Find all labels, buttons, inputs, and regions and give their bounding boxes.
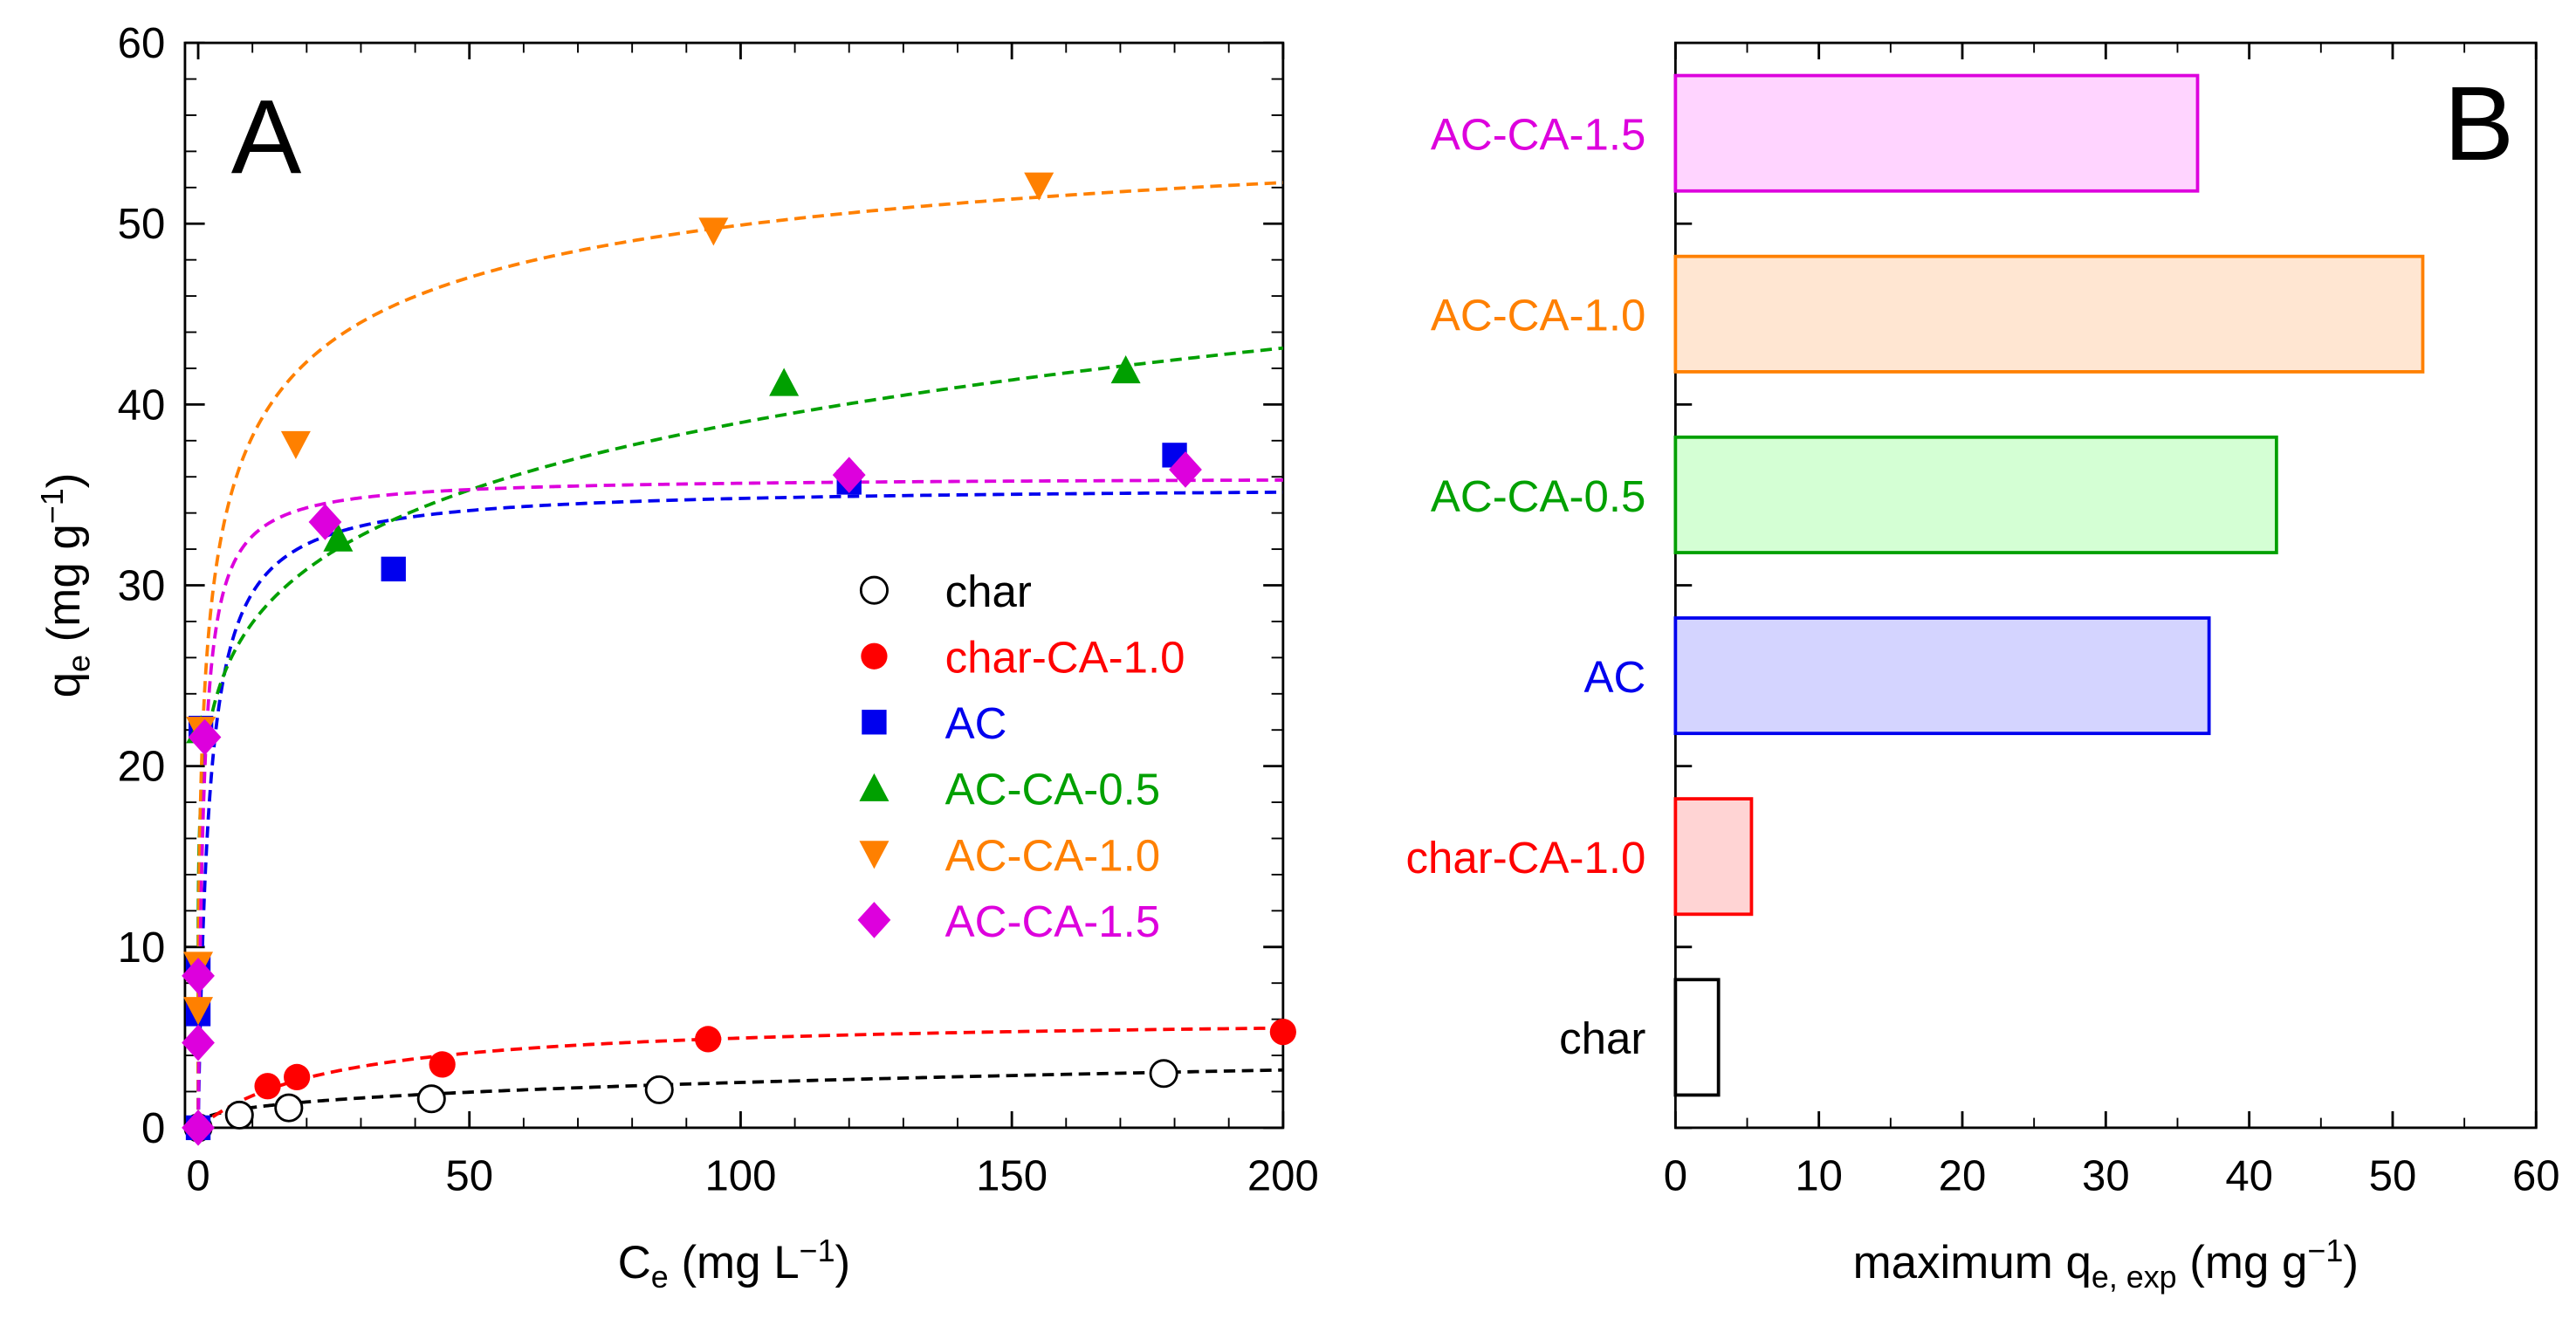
data-point-char-ca-1-0 [429, 1051, 456, 1078]
legend-label-ac: AC [945, 698, 1007, 748]
x-tick-label: 50 [2369, 1153, 2417, 1200]
data-point-char [1149, 1059, 1178, 1089]
bar-ac-ca-1-5 [1673, 73, 2200, 193]
data-point-ac-ca-1-0 [1024, 172, 1054, 201]
legend-label-ac-ca-0-5: AC-CA-0.5 [945, 765, 1160, 814]
legend-marker-ac [862, 710, 887, 735]
fit-curve-ac-ca-1-5 [196, 478, 1283, 1128]
legend-label-char-ca-1-0: char-CA-1.0 [945, 633, 1185, 683]
plot-a-y-axis-label: qe (mg g−1) [35, 473, 96, 698]
x-tick-label: 20 [1939, 1153, 1987, 1200]
plot-a-ticks: 0 50 100 150 200 0 10 20 30 40 50 60 [118, 20, 1319, 1200]
panel-a-isotherm-plot: 0 50 100 150 200 0 10 20 30 40 50 60 A char char-CA-… [35, 20, 1319, 1295]
y-tick-label: 30 [118, 563, 166, 610]
data-point-char [274, 1093, 304, 1123]
plot-a-legend: char char-CA-1.0 AC AC-CA-0.5 AC-CA-1.0 AC-CA… [857, 567, 1185, 946]
category-label-ac-ca-0-5: AC-CA-0.5 [1431, 471, 1645, 521]
y-tick-label: 50 [118, 201, 166, 248]
x-tick-label: 50 [445, 1153, 493, 1200]
x-tick-label: 60 [2512, 1153, 2560, 1200]
fit-curve-ac-ca-1-0 [196, 181, 1283, 1128]
panel-label-b: B [2444, 65, 2515, 182]
fit-curve-ac [196, 490, 1283, 1128]
legend-label-ac-ca-1-0: AC-CA-1.0 [945, 830, 1160, 880]
bar-ac [1673, 616, 2211, 736]
plot-b-x-axis-label: maximum qe, exp (mg g−1) [1853, 1233, 2359, 1295]
legend-label-char: char [945, 567, 1032, 616]
plot-b-ticks: 0 10 20 30 40 50 60 [1664, 43, 2560, 1200]
plot-a-data-points [182, 172, 1296, 1146]
category-label-ac-ca-1-0: AC-CA-1.0 [1431, 291, 1645, 340]
legend-marker-ac-ca-1-5 [857, 902, 891, 938]
legend-marker-ac-ca-1-0 [859, 841, 890, 869]
data-point-char-ca-1-0 [254, 1073, 281, 1100]
x-tick-label: 150 [976, 1153, 1048, 1200]
x-tick-label: 30 [2082, 1153, 2130, 1200]
fit-curve-char-ca-1-0 [196, 1026, 1283, 1130]
x-tick-label: 0 [186, 1153, 210, 1200]
data-point-char-ca-1-0 [284, 1063, 311, 1091]
data-point-ac-ca-0-5 [323, 523, 354, 552]
y-tick-label: 10 [118, 924, 166, 972]
x-tick-label: 40 [2225, 1153, 2273, 1200]
data-point-ac-ca-0-5 [769, 368, 800, 396]
data-point-ac-ca-1-5 [832, 457, 866, 493]
data-point-char-ca-1-0 [695, 1026, 722, 1053]
plot-b-bars: AC-CA-1.5 AC-CA-1.0 AC-CA-0.5 AC char-CA-1.0… [1406, 73, 2425, 1130]
data-point-char [224, 1100, 254, 1130]
y-tick-label: 40 [118, 381, 166, 429]
bar-ac-ca-0-5 [1673, 435, 2278, 554]
legend-label-ac-ca-1-5: AC-CA-1.5 [945, 897, 1160, 946]
data-point-char [644, 1075, 674, 1104]
data-point-char [416, 1084, 446, 1114]
plot-a-frame [183, 41, 1285, 1130]
data-point-ac [381, 556, 406, 582]
x-tick-label: 200 [1247, 1153, 1319, 1200]
y-tick-label: 0 [141, 1105, 165, 1152]
panel-b-bar-chart: 0 10 20 30 40 50 60 AC-CA-1.5 AC-CA-1.0 AC-CA-0.… [1406, 41, 2560, 1295]
data-point-ac-ca-1-0 [280, 430, 311, 459]
data-point-ac-ca-1-0 [183, 997, 214, 1026]
category-label-ac-ca-1-5: AC-CA-1.5 [1431, 110, 1645, 160]
legend-marker-char-ca-1-0 [861, 642, 888, 670]
plot-b-frame [1673, 41, 2538, 1130]
bar-char [1673, 978, 1721, 1097]
bar-ac-ca-1-0 [1673, 254, 2425, 374]
x-tick-label: 10 [1795, 1153, 1843, 1200]
y-tick-label: 20 [118, 744, 166, 791]
panel-label-a: A [231, 78, 302, 196]
category-label-ac: AC [1584, 652, 1646, 702]
category-label-char-ca-1-0: char-CA-1.0 [1406, 833, 1646, 883]
x-tick-label: 100 [704, 1153, 776, 1200]
legend-marker-char [859, 575, 889, 605]
bar-char-ca-1-0 [1673, 797, 1754, 917]
data-point-ac-ca-0-5 [1110, 355, 1141, 384]
legend-marker-ac-ca-0-5 [859, 773, 890, 801]
fit-curve-ac-ca-0-5 [196, 346, 1284, 1128]
x-tick-label: 0 [1664, 1153, 1687, 1200]
y-tick-label: 60 [118, 20, 166, 67]
category-label-char: char [1559, 1013, 1645, 1063]
data-point-ac-ca-1-0 [698, 217, 729, 246]
plot-a-x-axis-label: Ce (mg L−1) [618, 1233, 851, 1295]
data-point-char-ca-1-0 [1269, 1019, 1296, 1046]
